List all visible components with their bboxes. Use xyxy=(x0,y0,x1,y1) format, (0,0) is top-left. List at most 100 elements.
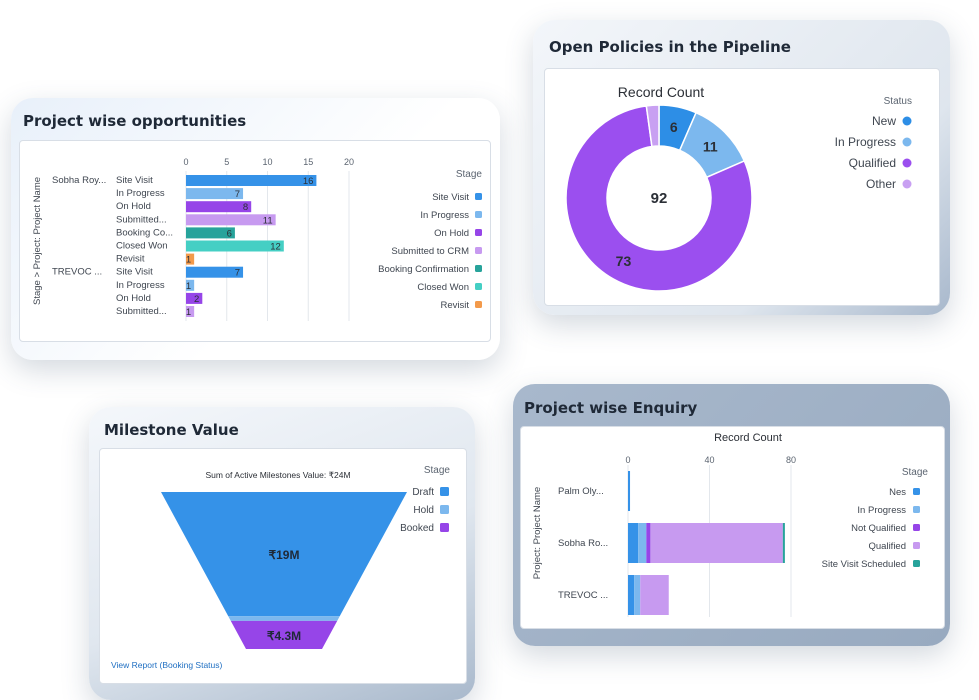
legend-label: Nes xyxy=(889,487,906,498)
stage-label: Site Visit xyxy=(116,175,153,186)
bar-segment xyxy=(628,575,635,615)
bar-segment xyxy=(628,471,631,511)
y-axis-label: Stage > Project: Project Name xyxy=(32,177,43,305)
legend-swatch xyxy=(475,211,482,218)
x-tick-label: 20 xyxy=(344,157,354,167)
bar xyxy=(186,175,317,186)
bar-segment xyxy=(640,575,669,615)
stage-label: Revisit xyxy=(116,254,145,265)
stage-label: Site Visit xyxy=(116,267,153,278)
stage-label: On Hold xyxy=(116,293,151,304)
legend-label: In Progress xyxy=(420,210,469,221)
project-opportunities-card: Project wise opportunities Stage > Proje… xyxy=(11,98,500,360)
legend-label: Booked xyxy=(400,523,434,534)
legend-label: Hold xyxy=(413,505,434,516)
bar-value-label: 16 xyxy=(303,176,314,187)
bar xyxy=(186,227,235,239)
chart-panel: Stage > Project: Project Name Stage 0 5 10… xyxy=(19,140,491,342)
category-label: Palm Oly... xyxy=(558,486,604,497)
legend-title: Stage xyxy=(902,467,929,478)
stage-label: On Hold xyxy=(116,201,151,212)
card-title: Project wise opportunities xyxy=(23,112,247,130)
legend-swatch xyxy=(902,137,912,147)
legend-label: On Hold xyxy=(434,228,469,239)
legend-label: In Progress xyxy=(857,505,906,516)
stage-label: Closed Won xyxy=(116,241,168,252)
x-tick-label: 0 xyxy=(625,455,630,465)
opportunities-bar-chart: Stage > Project: Project Name Stage 0 5 10… xyxy=(32,157,483,321)
legend-swatch xyxy=(440,505,449,514)
bar xyxy=(186,306,195,317)
bar-value-label: 7 xyxy=(235,268,240,279)
chart-panel: Sum of Active Milestones Value: ₹24M Sta… xyxy=(99,448,467,684)
bar-segment xyxy=(646,523,651,563)
legend-swatch xyxy=(475,265,482,272)
bar-value-label: 8 xyxy=(243,202,248,213)
card-title: Milestone Value xyxy=(104,421,239,439)
legend-swatch xyxy=(913,506,920,513)
project-enquiry-card: Project wise Enquiry Record Count Projec… xyxy=(513,384,950,646)
slice-value-label: 6 xyxy=(670,119,678,135)
stage-label: Booking Co... xyxy=(116,227,173,238)
donut-chart: Record Count 92 Status 6 11 73 New In Progre… xyxy=(565,84,912,292)
legend-swatch xyxy=(902,179,912,189)
legend-label: Booking Confirmation xyxy=(378,264,469,275)
x-tick-label: 40 xyxy=(704,455,714,465)
stage-label: Submitted... xyxy=(116,306,167,317)
bar-segment xyxy=(638,523,647,563)
funnel-chart: Sum of Active Milestones Value: ₹24M Sta… xyxy=(161,465,451,649)
legend-label: Closed Won xyxy=(417,282,469,293)
open-policies-card: Open Policies in the Pipeline Record Cou… xyxy=(533,20,950,315)
legend-label: Submitted to CRM xyxy=(391,246,469,257)
bar-segment xyxy=(628,523,639,563)
legend-label: In Progress xyxy=(835,135,896,149)
view-report-link[interactable]: View Report (Booking Status) xyxy=(111,660,223,670)
bar xyxy=(186,279,195,291)
category-label: Sobha Ro... xyxy=(558,538,608,549)
legend-swatch xyxy=(902,116,912,126)
legend-title: Stage xyxy=(424,465,451,476)
funnel-segment xyxy=(161,492,407,617)
legend-swatch xyxy=(475,193,482,200)
bar-value-label: 1 xyxy=(186,281,191,292)
x-tick-label: 10 xyxy=(262,157,272,167)
stage-label: In Progress xyxy=(116,280,165,291)
legend-swatch xyxy=(913,542,920,549)
legend-label: Other xyxy=(866,177,896,191)
donut-title: Record Count xyxy=(618,84,704,100)
card-title: Project wise Enquiry xyxy=(524,399,698,417)
milestone-value-card: Milestone Value Sum of Active Milestones… xyxy=(89,407,475,700)
funnel-value-label: ₹19M xyxy=(269,548,300,562)
legend-swatch xyxy=(475,229,482,236)
bar xyxy=(186,201,252,213)
x-tick-label: 15 xyxy=(303,157,313,167)
legend-label: New xyxy=(872,114,896,128)
bar xyxy=(186,292,203,304)
bar-segment xyxy=(634,575,641,615)
donut-slice xyxy=(565,105,753,292)
legend-swatch xyxy=(913,488,920,495)
legend-title: Stage xyxy=(456,169,483,180)
legend-swatch xyxy=(440,523,449,532)
legend-label: Revisit xyxy=(440,300,469,311)
stage-label: In Progress xyxy=(116,188,165,199)
bar-value-label: 2 xyxy=(194,294,199,305)
bar xyxy=(186,188,244,200)
bar xyxy=(186,240,284,252)
funnel-segment xyxy=(228,616,340,621)
x-tick-label: 0 xyxy=(183,157,188,167)
bar-value-label: 7 xyxy=(235,189,240,200)
legend-label: Site Visit Scheduled xyxy=(822,559,906,570)
x-tick-label: 80 xyxy=(786,455,796,465)
slice-value-label: 73 xyxy=(616,253,632,269)
project-label: TREVOC ... xyxy=(52,267,102,278)
bar-segment xyxy=(650,523,783,563)
legend-swatch xyxy=(902,158,912,168)
legend-swatch xyxy=(913,524,920,531)
bar xyxy=(186,214,276,226)
bar-value-label: 11 xyxy=(263,215,273,226)
slice-value-label: 11 xyxy=(703,139,718,155)
y-axis-label: Project: Project Name xyxy=(532,487,543,579)
bar-segment xyxy=(782,523,785,563)
legend-title: Status xyxy=(884,96,912,107)
